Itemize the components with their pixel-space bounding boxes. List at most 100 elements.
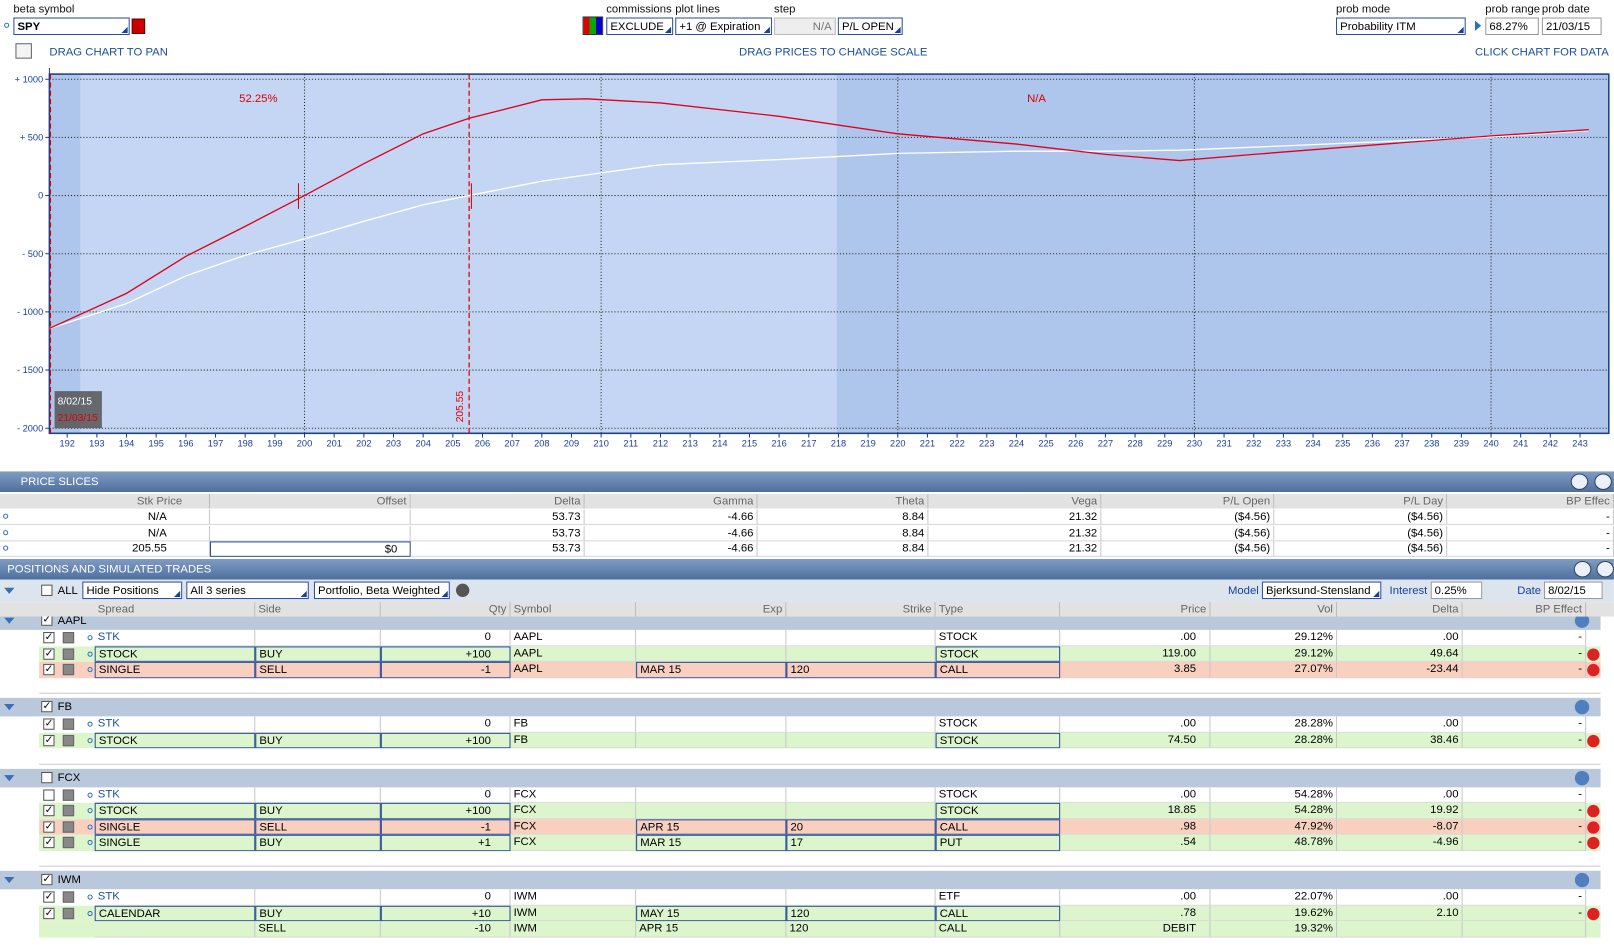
checkbox[interactable]: ✓ <box>43 647 55 660</box>
cell: STOCK <box>935 786 1061 803</box>
label[interactable]: ALL <box>57 584 78 597</box>
y-tick-label: - 1500 <box>17 365 43 375</box>
toggle[interactable] <box>62 836 75 849</box>
toggle[interactable] <box>62 718 75 730</box>
checkbox[interactable]: ✓ <box>43 804 55 817</box>
cell: 53.73 <box>410 525 585 541</box>
toggle[interactable] <box>62 820 75 833</box>
settings-button[interactable] <box>1574 613 1590 628</box>
plot-lines-select[interactable]: +1 @ Expiration <box>675 17 772 35</box>
date-label: 8/02/15 <box>58 397 93 408</box>
cell: IWM <box>510 921 637 938</box>
commissions-select[interactable]: EXCLUDE <box>606 17 674 35</box>
y-tick-label: + 1000 <box>15 74 44 84</box>
prob-range-input[interactable]: 68.27% <box>1485 17 1539 35</box>
price-marker-label: 205.55 <box>455 391 466 423</box>
checkbox[interactable] <box>41 584 53 596</box>
cell: 49.64 <box>1337 645 1463 662</box>
cell: STOCK <box>935 716 1061 733</box>
toggle[interactable] <box>62 631 75 644</box>
checkbox[interactable] <box>43 788 55 801</box>
checkbox[interactable]: ✓ <box>43 891 55 903</box>
view-select[interactable]: Portfolio, Beta Weighted <box>313 581 450 600</box>
cell: 21.32 <box>928 509 1102 525</box>
cell: .78 <box>1060 905 1211 922</box>
filter-select[interactable]: Hide Positions <box>82 581 183 600</box>
settings-button[interactable] <box>1574 699 1590 715</box>
settings-button[interactable] <box>1574 872 1590 888</box>
checkbox[interactable] <box>41 771 53 783</box>
toggle[interactable] <box>62 788 75 801</box>
y-tick-label: - 1000 <box>17 307 43 317</box>
toggle[interactable] <box>62 907 75 919</box>
checkbox[interactable]: ✓ <box>43 663 55 676</box>
step-input[interactable]: N/A <box>774 17 836 35</box>
cell: MAR 15 <box>636 834 787 851</box>
row <box>39 937 1601 947</box>
settings-button[interactable] <box>1574 770 1590 785</box>
remove-button[interactable] <box>1587 836 1600 850</box>
group-header <box>0 870 1601 890</box>
x-tick-label: 215 <box>742 439 757 449</box>
checkbox[interactable]: ✓ <box>43 718 55 730</box>
flag-button[interactable] <box>131 18 146 34</box>
row <box>39 677 1601 694</box>
cell: CALENDAR <box>94 905 256 922</box>
cell <box>255 786 381 803</box>
series-select[interactable]: All 3 series <box>186 581 309 600</box>
cell: 2.10 <box>1337 905 1463 922</box>
cell: BUY <box>255 802 381 819</box>
toggle[interactable] <box>62 647 75 660</box>
x-tick-label: 225 <box>1038 439 1053 449</box>
cell <box>786 732 936 749</box>
checkbox[interactable]: ✓ <box>43 907 55 919</box>
checkbox[interactable]: ✓ <box>43 820 55 833</box>
remove-button[interactable] <box>1587 820 1600 834</box>
label: Model <box>1227 584 1259 597</box>
x-tick-label: 203 <box>386 439 401 449</box>
prob-date-input[interactable]: 21/03/15 <box>1541 17 1602 35</box>
row-dot <box>87 910 93 916</box>
checkbox[interactable]: ✓ <box>43 836 55 849</box>
collapse-button[interactable] <box>1573 560 1592 578</box>
cell: ($4.56) <box>1274 525 1448 541</box>
date-input[interactable]: 8/02/15 <box>1543 581 1603 600</box>
checkbox[interactable]: ✓ <box>43 631 55 644</box>
toggle[interactable] <box>62 734 75 746</box>
hint[interactable]: CLICK CHART FOR DATA <box>1475 46 1609 59</box>
interest-input[interactable]: 0.25% <box>1430 581 1483 600</box>
remove-button[interactable] <box>1587 647 1600 661</box>
toggle[interactable] <box>62 891 75 903</box>
x-tick-label: 199 <box>267 439 282 449</box>
remove-button[interactable] <box>1587 663 1600 677</box>
x-tick-label: 208 <box>534 439 549 449</box>
toggle[interactable] <box>62 804 75 817</box>
pl-mode-select[interactable]: P/L OPEN <box>837 17 903 35</box>
list-button[interactable] <box>1596 560 1614 578</box>
x-tick-label: 230 <box>1187 439 1202 449</box>
x-tick-label: 206 <box>475 439 490 449</box>
toggle[interactable] <box>62 663 75 676</box>
cell: 28.28% <box>1210 716 1338 733</box>
x-tick-label: 224 <box>1009 439 1024 449</box>
model-select[interactable]: Bjerksund-Stensland <box>1261 581 1382 600</box>
color-button[interactable] <box>582 16 604 35</box>
remove-button[interactable] <box>1587 804 1600 818</box>
chart-icon[interactable] <box>15 43 32 59</box>
list-button[interactable] <box>1594 473 1612 490</box>
checkbox[interactable]: ✓ <box>41 700 53 713</box>
x-tick-label: 195 <box>148 439 163 449</box>
checkbox[interactable]: ✓ <box>43 734 55 746</box>
checkbox[interactable]: ✓ <box>41 873 53 886</box>
cell: - <box>1447 509 1614 525</box>
cell <box>255 889 381 906</box>
remove-button[interactable] <box>1587 734 1600 747</box>
label: step <box>774 3 796 16</box>
remove-button[interactable] <box>1587 907 1600 920</box>
beta-symbol-input[interactable]: SPY <box>13 17 130 35</box>
prob-mode-select[interactable]: Probability ITM <box>1336 17 1466 35</box>
x-tick-label: 198 <box>237 439 252 449</box>
add-button[interactable] <box>1570 473 1589 490</box>
column-header: Delta <box>410 494 585 509</box>
cell: IWM <box>510 889 637 906</box>
